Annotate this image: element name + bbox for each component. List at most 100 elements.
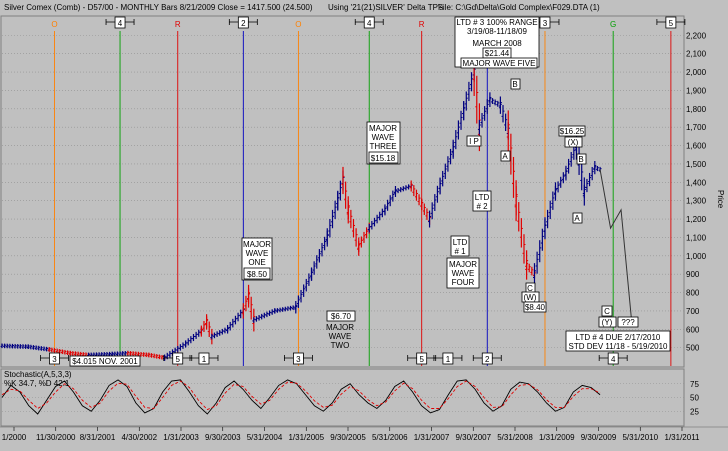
price-tick-label: 1,300 bbox=[686, 197, 707, 206]
ltd2-line1: LTD bbox=[475, 193, 490, 202]
major-cycle-label: 2 bbox=[241, 19, 246, 28]
ltd1-line1: LTD bbox=[453, 238, 468, 247]
wave-one-line1: MAJOR bbox=[243, 240, 271, 249]
wave-two-line3: TWO bbox=[331, 341, 350, 350]
price-tick-label: 2,000 bbox=[686, 68, 707, 77]
ltd2-line2: # 2 bbox=[476, 202, 488, 211]
minor-cycle-box bbox=[607, 352, 619, 365]
wave-three-line1: MAJOR bbox=[369, 124, 397, 133]
wave-four-line3: FOUR bbox=[452, 278, 475, 287]
time-tick-label: 1/31/2011 bbox=[665, 433, 701, 442]
wave-a2-label: A bbox=[574, 214, 580, 223]
wave-w-label: (W) bbox=[524, 293, 537, 302]
time-axis: 1/2000 11/30/2000 8/31/2001 4/30/2002 1/31/2… bbox=[0, 426, 728, 442]
wave-four-line2: WAVE bbox=[452, 269, 475, 278]
ltd3-line3: MARCH 2008 bbox=[472, 39, 522, 48]
minor-cycle-box bbox=[198, 352, 210, 365]
minor-cycle-box bbox=[416, 352, 428, 365]
time-tick-label: 5/31/2010 bbox=[622, 433, 658, 442]
cycle-line-letter: R bbox=[175, 20, 181, 29]
time-tick-label: 1/31/2003 bbox=[163, 433, 199, 442]
major-cycle-label: 3 bbox=[543, 19, 548, 28]
cycle-markers: 4 2 4 3 5 3 5 1 3 5 1 2 4 bbox=[40, 16, 686, 365]
time-tick-label: 9/30/2005 bbox=[330, 433, 366, 442]
time-tick-label: 9/30/2007 bbox=[455, 433, 491, 442]
minor-cycle-label: 1 bbox=[202, 355, 207, 364]
price-tick-label: 1,900 bbox=[686, 86, 707, 95]
price-tick-label: 1,000 bbox=[686, 252, 707, 261]
wave-c-label: C bbox=[527, 284, 533, 293]
wave-two-price: $6.70 bbox=[331, 312, 352, 321]
cycle-line-letter: O bbox=[295, 20, 301, 29]
wave-c2-label: C bbox=[604, 307, 610, 316]
low-2001-label: $4.015 NOV. 2001 bbox=[72, 357, 138, 366]
price-tick-label: 600 bbox=[686, 325, 700, 334]
price-tick-label: 1,600 bbox=[686, 142, 707, 151]
stochastic-tick-label: 50 bbox=[690, 394, 699, 403]
stochastic-tick-label: 75 bbox=[690, 380, 699, 389]
wave-one-price: $8.50 bbox=[247, 270, 268, 279]
time-tick-label: 9/30/2009 bbox=[581, 433, 617, 442]
time-tick-label: 1/31/2007 bbox=[414, 433, 450, 442]
price-axis-label: Price bbox=[716, 190, 725, 209]
time-tick-label: 9/30/2003 bbox=[205, 433, 241, 442]
price-tick-label: 2,100 bbox=[686, 50, 707, 59]
wave-x-label: (X) bbox=[568, 138, 579, 147]
time-tick-label: 1/31/2009 bbox=[539, 433, 575, 442]
price-tick-label: 1,100 bbox=[686, 233, 707, 242]
high-1625-label: $16.25 bbox=[560, 127, 585, 136]
ltd3-line1: LTD # 3 100% RANGE bbox=[456, 18, 537, 27]
stochastic-tick-label: 25 bbox=[690, 407, 699, 416]
time-tick-label: 5/31/2004 bbox=[247, 433, 283, 442]
major-cycle-label: 5 bbox=[669, 19, 674, 28]
major-cycle-label: 4 bbox=[118, 19, 123, 28]
wave-three-line3: THREE bbox=[369, 142, 396, 151]
minor-cycle-label: 4 bbox=[611, 355, 616, 364]
file-path: File: C:\Gd\Delta\Gold Complex\F029.DTA … bbox=[438, 3, 600, 12]
question-label: ??? bbox=[621, 318, 635, 327]
price-tick-label: 1,400 bbox=[686, 178, 707, 187]
price-tick-label: 1,200 bbox=[686, 215, 707, 224]
major-cycle-box bbox=[665, 16, 677, 29]
minor-cycle-box bbox=[172, 352, 184, 365]
ltd4-line2: STD DEV 11/18 - 5/19/2010 bbox=[568, 342, 668, 351]
time-tick-label: 8/31/2001 bbox=[80, 433, 116, 442]
stochastic-title: Stochastic(A,5,3,3) bbox=[4, 370, 72, 379]
major-cycle-box bbox=[114, 16, 126, 29]
time-tick-label: 4/30/2002 bbox=[121, 433, 157, 442]
minor-cycle-box bbox=[49, 352, 60, 365]
stochastic-series-D bbox=[1, 380, 601, 411]
wave-b2-label: B bbox=[578, 155, 583, 164]
time-tick-label: 11/30/2000 bbox=[36, 433, 76, 442]
wave-two-line2: WAVE bbox=[329, 332, 352, 341]
ip-label: I P bbox=[469, 137, 479, 146]
minor-cycle-label: 5 bbox=[419, 355, 424, 364]
minor-cycle-box bbox=[442, 352, 454, 365]
stochastic-axis: 25 50 75 bbox=[690, 380, 699, 417]
ltd1-line2: # 1 bbox=[454, 247, 466, 256]
major-cycle-box bbox=[363, 16, 375, 29]
wave-three-line2: WAVE bbox=[372, 133, 395, 142]
projection-path bbox=[599, 169, 633, 321]
price-tick-label: 800 bbox=[686, 289, 700, 298]
cycle-line-letter: O bbox=[51, 20, 57, 29]
minor-cycle-label: 5 bbox=[176, 355, 181, 364]
price-tick-label: 1,700 bbox=[686, 123, 707, 132]
price-tick-label: 1,800 bbox=[686, 105, 707, 114]
minor-cycle-label: 1 bbox=[446, 355, 451, 364]
time-tick-label: 5/31/2008 bbox=[497, 433, 533, 442]
ltd3-line2: 3/19/08-11/18/09 bbox=[467, 27, 527, 36]
price-tick-label: 500 bbox=[686, 344, 700, 353]
minor-cycle-box bbox=[293, 352, 304, 365]
chart-title: Silver Comex (Comb) - D57/00 - MONTHLY B… bbox=[4, 3, 313, 12]
wave-b-label: B bbox=[512, 80, 517, 89]
wave-two-line1: MAJOR bbox=[326, 323, 354, 332]
minor-cycle-label: 3 bbox=[52, 355, 57, 364]
ltd4-line1: LTD # 4 DUE 2/17/2010 bbox=[576, 333, 661, 342]
major-cycle-box bbox=[539, 16, 551, 29]
wave-five-label: MAJOR WAVE FIVE bbox=[463, 59, 536, 68]
major-cycle-label: 4 bbox=[367, 19, 372, 28]
wave-four-line1: MAJOR bbox=[449, 260, 477, 269]
